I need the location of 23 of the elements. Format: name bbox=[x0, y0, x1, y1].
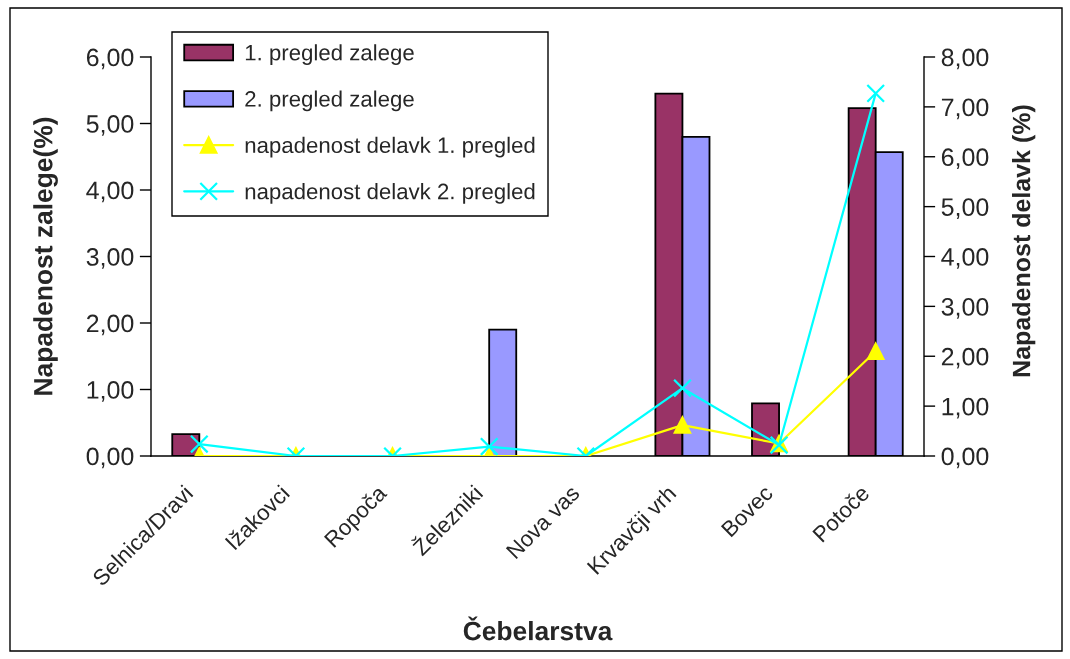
legend-label: 2. pregled zalege bbox=[245, 90, 414, 112]
y2-tick-label: 5,00 bbox=[941, 198, 989, 219]
y-axis-title: Napadenost zalege(%) bbox=[33, 117, 58, 395]
y2-axis-title: Napadenost delavk (%) bbox=[1012, 105, 1036, 377]
y-tick-label: 6,00 bbox=[86, 48, 134, 70]
y2-tick-label: 1,00 bbox=[942, 397, 989, 419]
y2-tick-label: 3,00 bbox=[941, 297, 989, 319]
y2-tick-label: 7,00 bbox=[941, 98, 989, 120]
y-tick-label: 4,00 bbox=[86, 181, 134, 203]
legend-label: napadenost delavk 2. pregled bbox=[245, 183, 535, 204]
y2-tick-label: 0,00 bbox=[941, 447, 989, 469]
legend-label: napadenost delavk 1. pregled bbox=[245, 136, 535, 158]
y2-tick-label: 6,00 bbox=[941, 148, 989, 170]
y-tick-label: 0,00 bbox=[86, 447, 134, 469]
x-axis-title: Čebelarstva bbox=[463, 616, 613, 641]
y2-tick-label: 8,00 bbox=[941, 48, 989, 70]
y-tick-label: 1,00 bbox=[87, 381, 134, 402]
y-tick-label: 3,00 bbox=[86, 248, 134, 269]
legend-label: 1. pregled zalege bbox=[245, 44, 414, 65]
y2-tick-label: 2,00 bbox=[941, 347, 989, 369]
y-tick-label: 5,00 bbox=[86, 115, 134, 136]
y-tick-label: 2,00 bbox=[86, 314, 134, 336]
y2-tick-label: 4,00 bbox=[941, 248, 989, 269]
